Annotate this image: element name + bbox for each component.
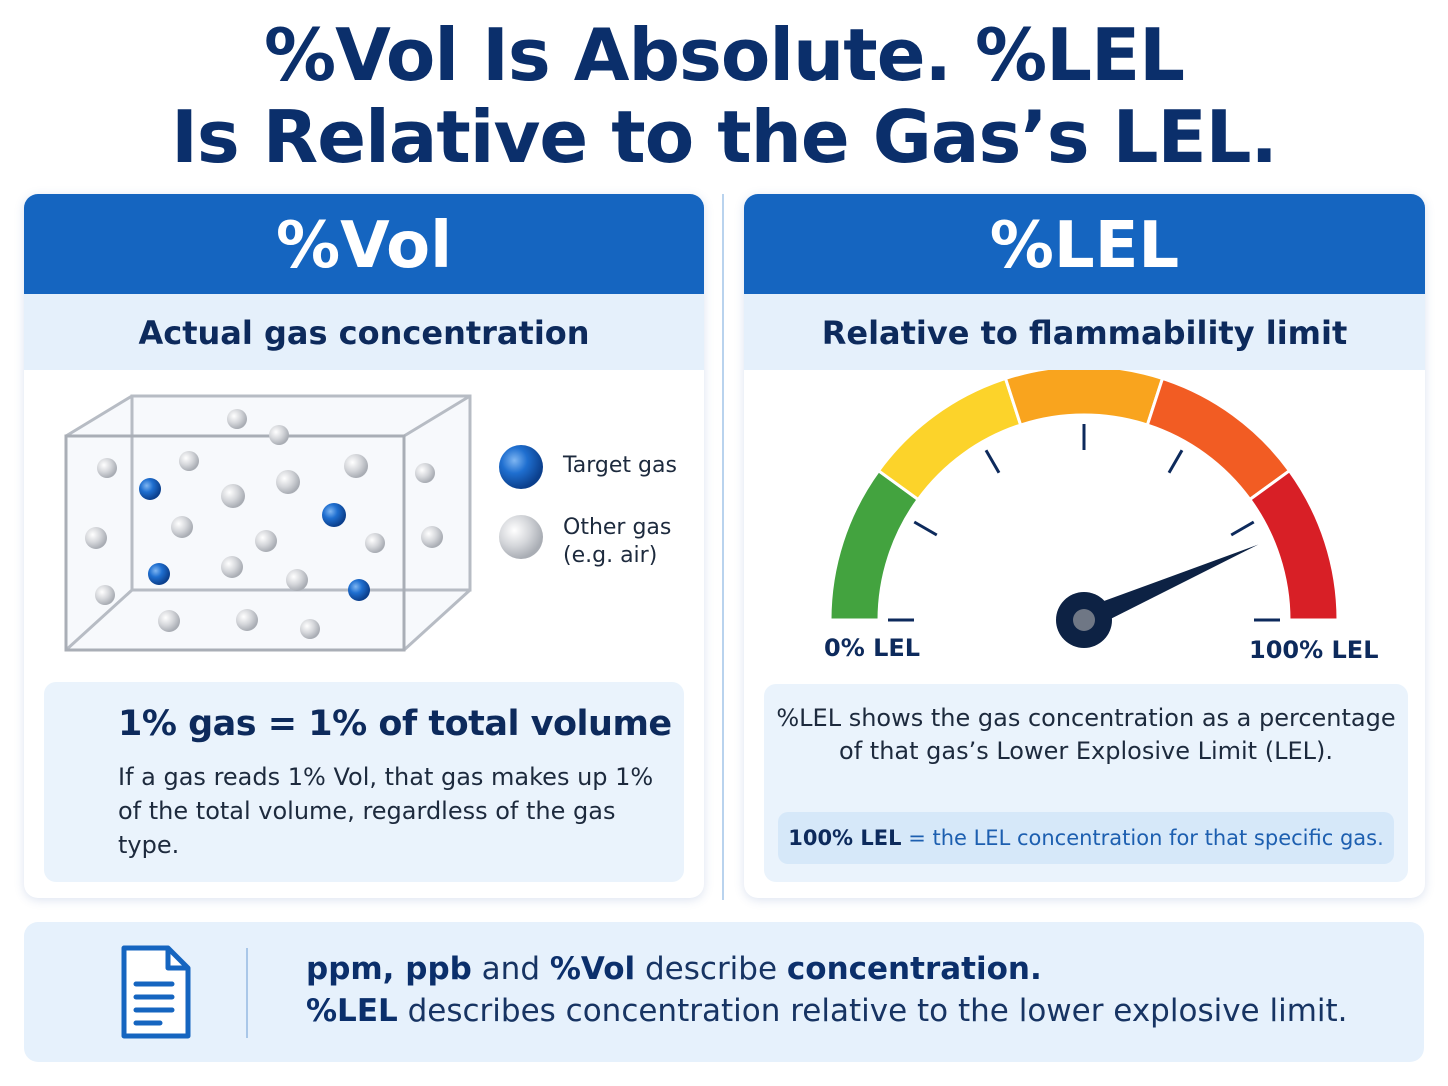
footer-line-1: ppm, ppb and %Vol describe concentration…: [306, 948, 1348, 990]
gauge-tick: [913, 520, 938, 537]
blue-sphere-icon: [499, 445, 543, 489]
gauge-min-label: 0% LEL: [824, 634, 921, 662]
lel-note-rest: = the LEL concentration for that specifi…: [901, 826, 1384, 850]
footer-and: and: [471, 951, 550, 987]
footer-term-ppm: ppm, ppb: [306, 951, 472, 987]
vol-info-heading: 1% gas = 1% of total volume: [118, 704, 672, 744]
footer-text: ppm, ppb and %Vol describe concentration…: [306, 948, 1348, 1032]
legend-target-label: Target gas: [563, 453, 677, 478]
lel-info-card: %LEL shows the gas concentration as a pe…: [764, 684, 1408, 882]
blue-molecules: [139, 478, 370, 601]
title-line-2: Is Relative to the Gas’s LEL.: [171, 95, 1278, 179]
legend-other-label: Other gas (e.g. air): [563, 514, 671, 570]
vol-info-card: 1% gas = 1% of total volume If a gas rea…: [44, 682, 684, 882]
legend-other-line1: Other gas: [563, 515, 672, 540]
footer-term-concentration: concentration.: [786, 951, 1042, 987]
lel-info-body: %LEL shows the gas concentration as a pe…: [776, 704, 1396, 765]
vol-info-body: If a gas reads 1% Vol, that gas makes up…: [118, 763, 654, 859]
footer-term-vol: %Vol: [549, 951, 636, 987]
lel-panel: %LEL Relative to flammability limit 0% L…: [744, 194, 1425, 898]
footer-describe: describe: [635, 951, 787, 987]
gauge-tick: [1167, 449, 1184, 474]
gas-container-illustration: [64, 394, 472, 652]
gauge-zone-4: [1145, 376, 1292, 502]
lel-note-bold: 100% LEL: [788, 826, 902, 850]
gauge-tick: [1230, 520, 1255, 537]
gauge-tick: [984, 449, 1001, 474]
vol-header: %Vol: [24, 194, 704, 294]
page-title: %Vol Is Absolute. %LEL Is Relative to th…: [0, 14, 1448, 178]
legend-target-gas: Target gas: [498, 444, 677, 490]
gauge-max-label: 100% LEL: [1249, 636, 1379, 664]
lel-note: 100% LEL = the LEL concentration for tha…: [778, 812, 1394, 864]
lel-gauge: [828, 370, 1340, 648]
gauge-zone-3: [1003, 370, 1165, 427]
footer-line-2: %LEL describes concentration relative to…: [306, 990, 1348, 1032]
legend-other-line2: (e.g. air): [563, 543, 658, 568]
vol-panel: %Vol Actual gas concentration: [24, 194, 704, 898]
gauge-needle: [1079, 544, 1259, 631]
legend-other-gas: Other gas (e.g. air): [498, 514, 671, 570]
gray-sphere-icon: [499, 515, 543, 559]
footer-term-lel: %LEL: [306, 993, 398, 1029]
title-line-1: %Vol Is Absolute. %LEL: [263, 13, 1185, 97]
gray-molecules: [85, 409, 443, 639]
gauge-hub-center: [1073, 609, 1095, 631]
lel-header: %LEL: [744, 194, 1425, 294]
footer-line2-rest: describes concentration relative to the …: [397, 993, 1348, 1029]
document-icon: [121, 945, 191, 1039]
vol-subtitle: Actual gas concentration: [24, 294, 704, 370]
center-divider: [722, 194, 724, 900]
footer-divider: [246, 948, 248, 1038]
gauge-zone-2: [876, 376, 1023, 502]
gauge-zone-1: [828, 468, 921, 622]
gauge-zone-5: [1247, 468, 1340, 622]
summary-footer: ppm, ppb and %Vol describe concentration…: [24, 922, 1424, 1062]
lel-subtitle: Relative to flammability limit: [744, 294, 1425, 370]
